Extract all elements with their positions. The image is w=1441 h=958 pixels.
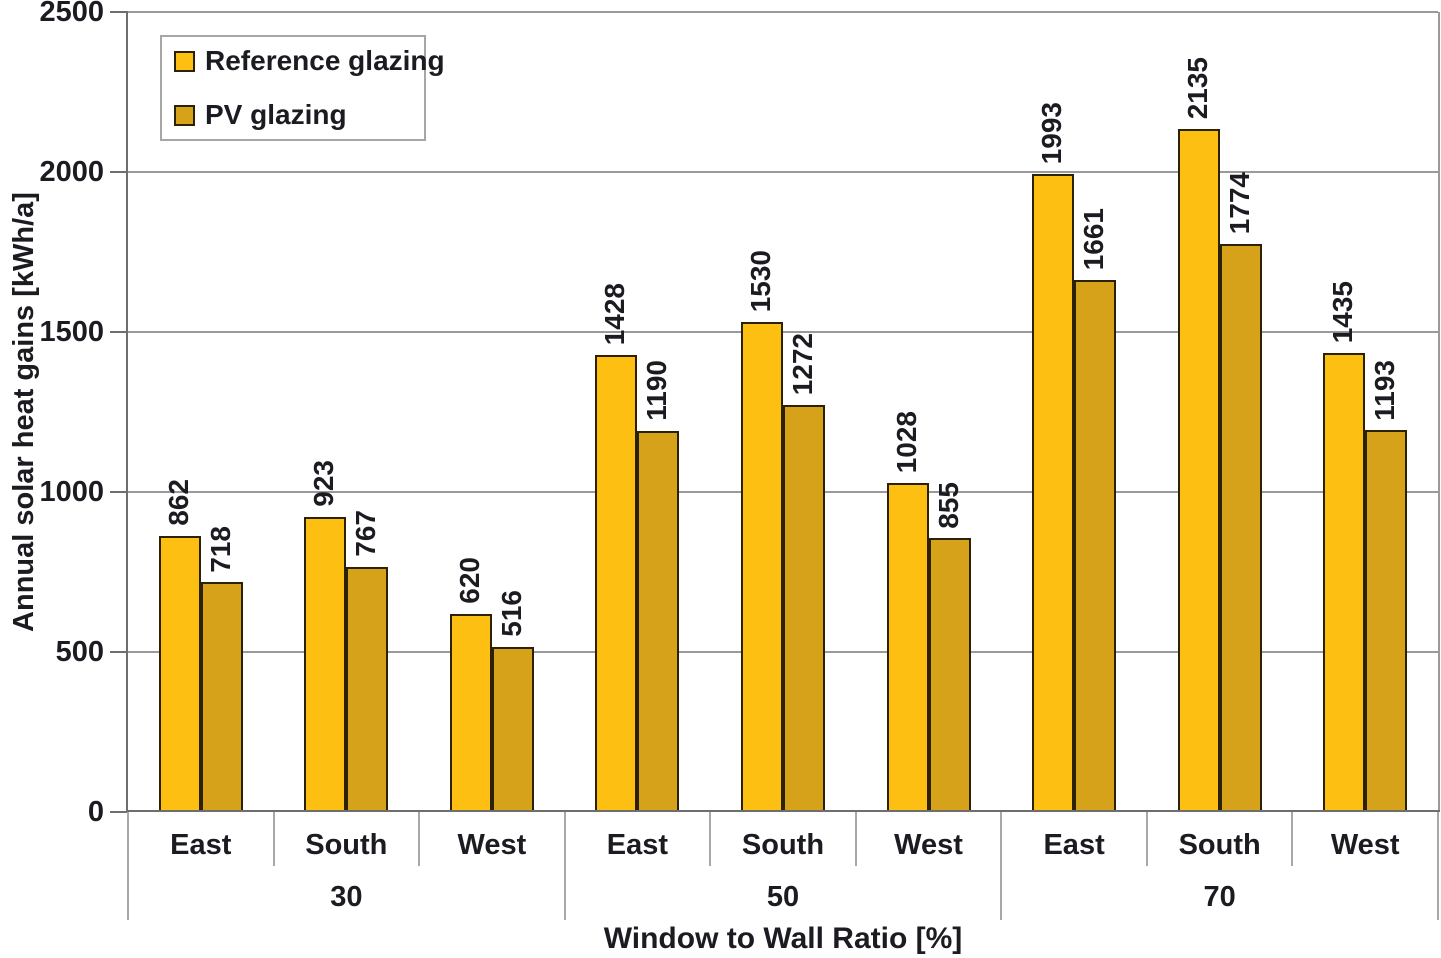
bar-reference-glazing-30-west [449, 613, 492, 812]
category-separator [1291, 812, 1294, 866]
category-label-east-50: East [606, 829, 669, 861]
reference-glazing-swatch-icon [174, 50, 195, 72]
bar-reference-glazing-50-south [741, 322, 783, 812]
bar-value-label-pv-glazing-70-south: 1774 [1223, 172, 1255, 235]
gridline-2500 [128, 11, 1438, 13]
pv-glazing-swatch-icon [174, 104, 195, 126]
group-separator [127, 812, 129, 920]
bar-pv-glazing-70-west [1365, 430, 1408, 812]
y-axis-title: Annual solar heat gains [kWh/a] [8, 192, 40, 632]
bar-value-label-pv-glazing-50-east: 1190 [641, 360, 673, 422]
legend-item-reference-glazing: Reference glazing [174, 45, 445, 77]
y-tick-label-1500: 1500 [39, 316, 104, 348]
category-label-south-50: South [741, 829, 825, 861]
bar-value-label-pv-glazing-30-west: 516 [495, 590, 527, 637]
legend-item-pv-glazing: PV glazing [174, 99, 424, 131]
bar-value-label-reference-glazing-30-west: 620 [453, 556, 485, 604]
group-separator [563, 812, 566, 920]
bar-reference-glazing-70-west [1323, 352, 1366, 812]
bar-value-label-pv-glazing-30-south: 767 [350, 509, 382, 557]
category-label-west-50: West [894, 829, 963, 861]
gridline-1500 [128, 331, 1438, 333]
category-label-west-30: West [457, 829, 527, 861]
bar-reference-glazing-50-west [886, 483, 929, 812]
y-tick-label-0: 0 [87, 796, 104, 828]
category-label-east-30: East [170, 829, 232, 861]
y-tick-mark-1000 [110, 491, 128, 493]
bar-value-label-reference-glazing-50-south: 1530 [745, 250, 776, 313]
bar-pv-glazing-30-east [200, 582, 243, 812]
group-separator [1437, 812, 1439, 920]
bar-pv-glazing-30-south [346, 566, 389, 812]
y-tick-label-2000: 2000 [39, 156, 104, 188]
category-separator [418, 812, 421, 866]
y-tick-mark-1500 [110, 331, 128, 333]
gridline-2000 [128, 171, 1438, 173]
bar-pv-glazing-70-south [1219, 244, 1262, 812]
y-tick-mark-0 [110, 811, 128, 813]
bar-value-label-reference-glazing-50-west: 1028 [890, 410, 922, 474]
bar-value-label-pv-glazing-50-west: 855 [932, 481, 964, 529]
y-axis-line [126, 12, 128, 812]
x-axis-band: East South West East South West East South West 3… [127, 812, 1439, 958]
category-separator [709, 812, 712, 866]
bar-reference-glazing-70-east [1032, 174, 1075, 812]
category-separator [272, 812, 275, 866]
category-separator [1145, 812, 1148, 866]
bar-pv-glazing-50-west [928, 538, 971, 812]
legend-label-pv-glazing: PV glazing [205, 99, 347, 130]
category-separator [854, 812, 857, 866]
x-axis-title: Window to Wall Ratio [%] [603, 922, 963, 955]
group-label-70: 70 [1203, 881, 1236, 913]
y-tick-label-2500: 2500 [39, 0, 104, 28]
bar-value-label-pv-glazing-30-east: 718 [204, 525, 236, 573]
bar-value-label-reference-glazing-70-south: 2135 [1181, 56, 1213, 119]
y-tick-mark-2500 [110, 11, 128, 13]
group-label-50: 50 [766, 881, 800, 913]
y-tick-label-500: 500 [55, 636, 104, 668]
y-tick-label-1000: 1000 [39, 476, 104, 508]
legend-label-reference-glazing: Reference glazing [205, 45, 445, 76]
bar-reference-glazing-30-south [304, 516, 347, 812]
y-tick-mark-2000 [110, 171, 128, 173]
bar-pv-glazing-70-east [1074, 280, 1117, 812]
bar-pv-glazing-50-south [783, 404, 825, 812]
group-label-30: 30 [330, 881, 363, 913]
category-label-west-70: West [1330, 829, 1400, 861]
group-separator [1000, 812, 1003, 920]
bar-value-label-pv-glazing-50-south: 1272 [787, 332, 818, 395]
bar-value-label-pv-glazing-70-east: 1661 [1078, 208, 1110, 271]
plot-area: 862 923 620 1428 1530 1028 1993 2135 1435 718 767 5… [128, 11, 1440, 812]
bar-value-label-reference-glazing-30-south: 923 [308, 459, 340, 507]
bar-value-label-reference-glazing-30-east: 862 [162, 479, 194, 527]
bar-pv-glazing-50-east [637, 431, 680, 812]
category-label-south-30: South [305, 829, 388, 861]
bar-reference-glazing-70-south [1177, 128, 1220, 812]
bar-value-label-reference-glazing-70-east: 1993 [1036, 101, 1068, 165]
bar-value-label-reference-glazing-50-east: 1428 [599, 282, 631, 346]
bar-value-label-pv-glazing-70-west: 1193 [1369, 359, 1401, 421]
bar-reference-glazing-30-east [158, 536, 201, 812]
category-label-south-70: South [1178, 829, 1261, 861]
bar-value-label-reference-glazing-70-west: 1435 [1327, 280, 1359, 343]
y-tick-mark-500 [110, 651, 128, 653]
bar-pv-glazing-30-west [491, 646, 534, 812]
bar-reference-glazing-50-east [595, 355, 638, 812]
x-axis-line [126, 810, 1440, 812]
category-label-east-70: East [1043, 829, 1105, 861]
legend: Reference glazing PV glazing [160, 35, 445, 141]
